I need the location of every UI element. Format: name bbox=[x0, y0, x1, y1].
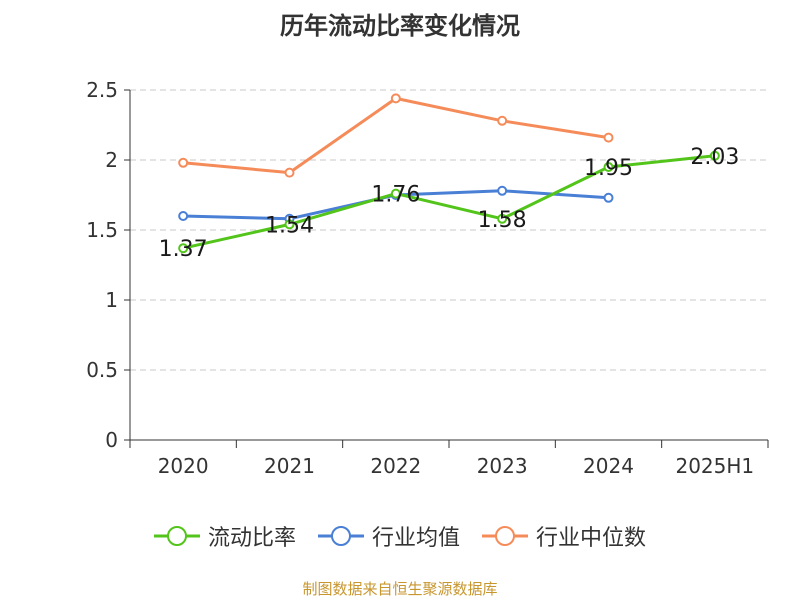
data-point bbox=[178, 211, 189, 221]
data-label: 1.54 bbox=[265, 213, 314, 238]
data-point bbox=[497, 115, 508, 126]
legend-marker-icon bbox=[317, 526, 364, 546]
legend-label: 流动比率 bbox=[207, 526, 296, 551]
data-point bbox=[178, 243, 189, 254]
source-note: 制图数据来自恒生聚源数据库 bbox=[302, 580, 498, 598]
legend-marker-icon bbox=[153, 526, 200, 546]
axis-layer: 0 0.5 1 1.5 2 2.5 2020 2021 2022 2023 2024 2025H1 bbox=[86, 78, 769, 478]
data-point bbox=[603, 132, 614, 143]
x-tick-label: 2021 bbox=[264, 454, 315, 478]
legend-marker-icon bbox=[482, 526, 528, 546]
data-label: 1.95 bbox=[584, 156, 633, 181]
x-tick-label: 2024 bbox=[583, 454, 634, 478]
y-tick-label: 1.5 bbox=[86, 218, 118, 242]
x-tick-label: 2022 bbox=[370, 454, 421, 478]
legend: 流动比率 行业均值 行业中位数 bbox=[0, 520, 800, 552]
data-point bbox=[709, 150, 720, 161]
data-point bbox=[390, 188, 401, 199]
chart-title: 历年流动比率变化情况 bbox=[280, 12, 520, 40]
y-tick-label: 0 bbox=[105, 428, 118, 452]
legend-label: 行业均值 bbox=[371, 526, 460, 551]
x-tick-label: 2025H1 bbox=[675, 454, 754, 478]
data-point bbox=[284, 219, 295, 230]
series-line bbox=[182, 154, 715, 250]
data-label: 1.58 bbox=[478, 208, 527, 233]
data-label: 1.37 bbox=[159, 237, 208, 262]
data-label: 2.03 bbox=[690, 145, 739, 170]
y-tick-label: 1 bbox=[105, 288, 118, 312]
data-label-layer: 1.37 1.54 1.76 1.58 1.95 2.03 bbox=[159, 145, 740, 262]
data-point bbox=[497, 213, 508, 224]
data-point bbox=[390, 93, 401, 104]
data-point bbox=[497, 185, 508, 196]
data-point bbox=[603, 162, 614, 172]
legend-item-industry-mean[interactable]: 行业均值 bbox=[317, 520, 460, 552]
legend-item-industry-median[interactable]: 行业中位数 bbox=[482, 520, 646, 552]
x-tick-label: 2020 bbox=[158, 454, 209, 478]
data-point bbox=[284, 167, 295, 178]
legend-label: 行业中位数 bbox=[536, 526, 647, 551]
y-tick-label: 2.5 bbox=[86, 78, 118, 102]
x-tick-label: 2023 bbox=[477, 454, 528, 478]
series-line bbox=[183, 96, 609, 175]
data-point bbox=[178, 157, 189, 168]
legend-item-current-ratio[interactable]: 流动比率 bbox=[153, 520, 296, 552]
series-layer bbox=[178, 93, 720, 254]
data-point bbox=[603, 192, 614, 203]
grid-layer bbox=[130, 89, 768, 371]
data-label: 1.76 bbox=[371, 183, 420, 208]
y-tick-label: 2 bbox=[105, 148, 118, 172]
y-tick-label: 0.5 bbox=[86, 358, 118, 382]
